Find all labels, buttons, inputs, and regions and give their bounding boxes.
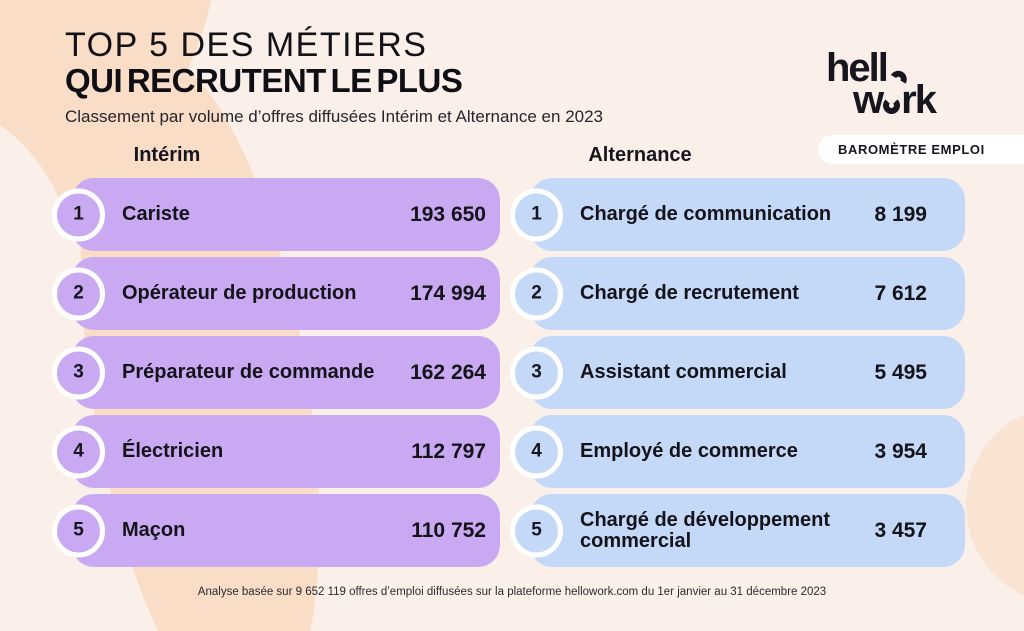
rank-badge: 3 bbox=[510, 346, 563, 399]
list-item: 1 Chargé de communication 8 199 bbox=[510, 178, 965, 251]
rank-badge: 2 bbox=[510, 267, 563, 320]
interim-list: 1 Cariste 193 650 2 Opérateur de product… bbox=[52, 178, 500, 567]
job-label: Électricien bbox=[122, 440, 224, 462]
rank-badge: 4 bbox=[52, 425, 105, 478]
logo-line1: hell bbox=[826, 48, 935, 90]
job-value: 193 650 bbox=[410, 202, 486, 226]
job-value: 112 797 bbox=[411, 439, 486, 463]
list-item: 1 Cariste 193 650 bbox=[52, 178, 500, 251]
job-label: Employé de commerce bbox=[580, 440, 798, 462]
job-value: 5 495 bbox=[874, 360, 927, 384]
job-label: Chargé de développement commercial bbox=[580, 508, 831, 552]
hellowork-logo: hell w rk bbox=[826, 48, 937, 122]
list-item: 5 Maçon 110 752 bbox=[52, 494, 500, 567]
job-label: Chargé de communication bbox=[580, 203, 832, 225]
job-value: 174 994 bbox=[410, 281, 486, 305]
list-item: 4 Électricien 112 797 bbox=[52, 415, 500, 488]
source-note: Analyse basée sur 9 652 119 offres d’emp… bbox=[197, 586, 827, 598]
job-value: 3 457 bbox=[874, 518, 927, 542]
list-item: 5 Chargé de développement commercial 3 4… bbox=[510, 494, 965, 567]
logo-line2: w rk bbox=[853, 78, 937, 122]
header: TOP 5 DES MÉTIERS QUI RECRUTENT LE PLUS … bbox=[65, 26, 604, 127]
list-item: 4 Employé de commerce 3 954 bbox=[510, 415, 965, 488]
rank-badge: 1 bbox=[510, 188, 563, 241]
job-value: 7 612 bbox=[874, 281, 927, 305]
page-title-line1: TOP 5 DES MÉTIERS bbox=[65, 26, 428, 64]
logo-u-arc-icon bbox=[883, 97, 901, 114]
column-header-alternance: Alternance bbox=[588, 144, 692, 166]
list-item: 2 Opérateur de production 174 994 bbox=[52, 257, 500, 330]
barometre-emploi-pill: BAROMÈTRE EMPLOI bbox=[818, 135, 1024, 164]
rank-badge: 4 bbox=[510, 425, 563, 478]
rank-badge: 2 bbox=[52, 267, 105, 320]
rank-badge: 5 bbox=[52, 504, 105, 557]
list-item: 3 Assistant commercial 5 495 bbox=[510, 336, 965, 409]
rank-badge: 1 bbox=[52, 188, 105, 241]
page-subtitle: Classement par volume d’offres diffusées… bbox=[65, 107, 604, 127]
job-value: 110 752 bbox=[411, 518, 486, 542]
job-label: Maçon bbox=[122, 519, 186, 541]
rank-badge: 5 bbox=[510, 504, 563, 557]
job-label: Chargé de recrutement bbox=[580, 282, 799, 304]
list-item: 2 Chargé de recrutement 7 612 bbox=[510, 257, 965, 330]
list-item: 3 Préparateur de commande 162 264 bbox=[52, 336, 500, 409]
job-label: Opérateur de production bbox=[122, 282, 357, 304]
job-value: 8 199 bbox=[874, 202, 927, 226]
job-label: Assistant commercial bbox=[580, 361, 787, 383]
peach-blob-right bbox=[966, 414, 1024, 596]
job-value: 162 264 bbox=[410, 360, 486, 384]
rank-badge: 3 bbox=[52, 346, 105, 399]
job-label: Cariste bbox=[122, 203, 190, 225]
page-title-line2: QUI RECRUTENT LE PLUS bbox=[65, 61, 463, 99]
job-value: 3 954 bbox=[874, 439, 927, 463]
alternance-list: 1 Chargé de communication 8 199 2 Chargé… bbox=[510, 178, 965, 567]
column-header-interim: Intérim bbox=[133, 144, 201, 166]
job-label: Préparateur de commande bbox=[122, 361, 375, 383]
